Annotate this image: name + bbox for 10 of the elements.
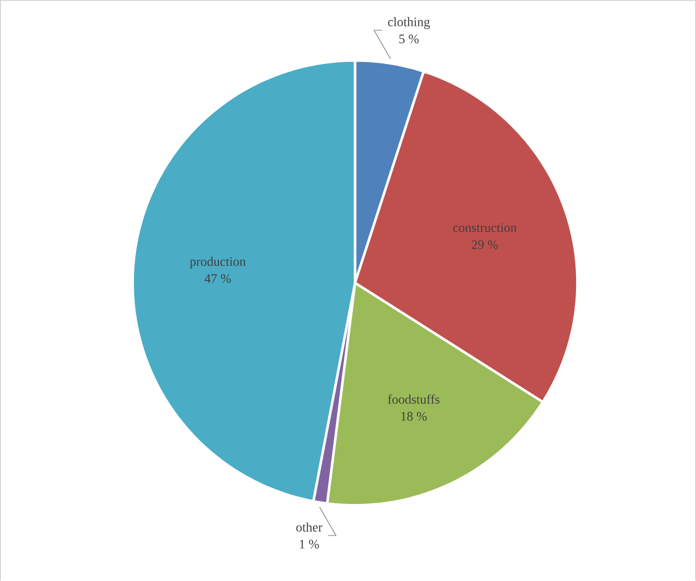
data-label: 1 % (300, 540, 319, 549)
slice-label: construction (453, 223, 517, 232)
slice-label: other (296, 522, 322, 532)
slice-label: clothing (388, 17, 430, 30)
data-label: 47 % (204, 274, 231, 284)
data-label: 5 % (399, 34, 419, 44)
slice-label: foodstuffs (388, 394, 440, 404)
data-label: 29 % (472, 240, 498, 250)
data-label: 18 % (401, 412, 427, 421)
slice-label: production (190, 256, 246, 269)
